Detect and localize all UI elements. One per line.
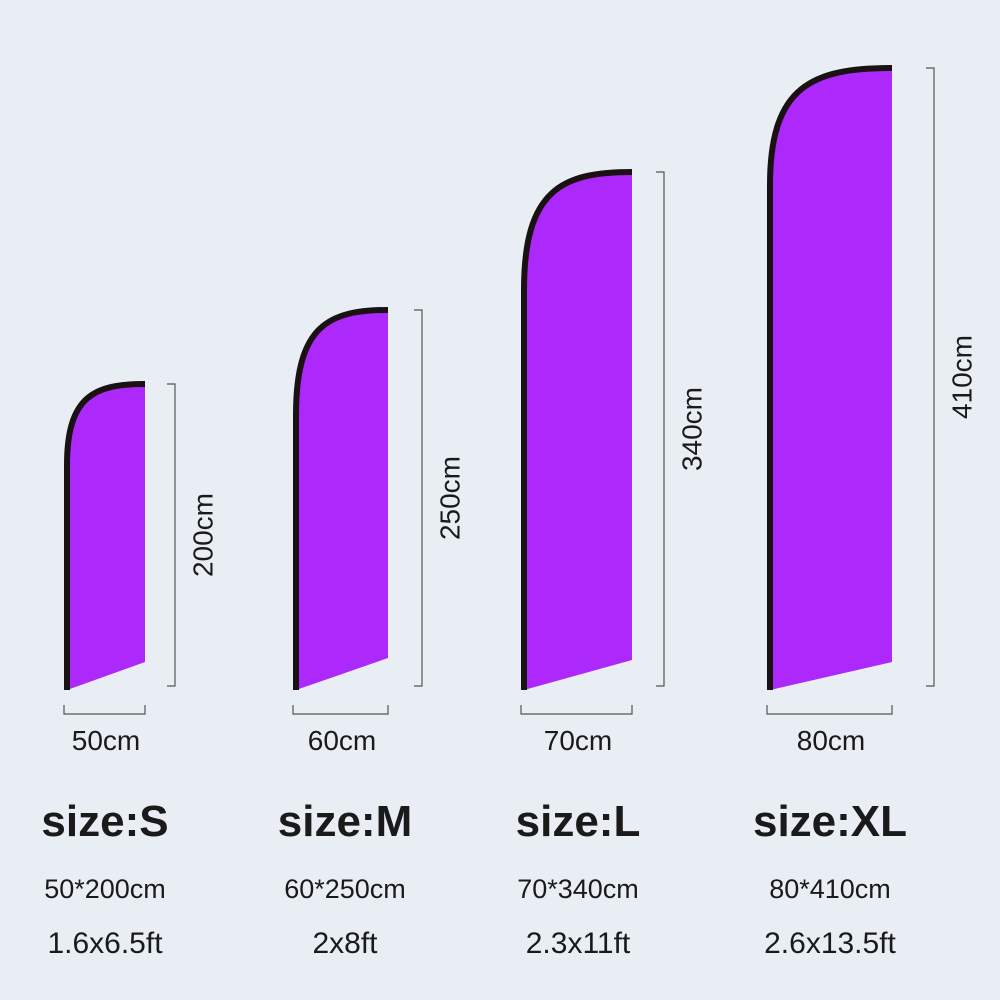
size-label: size:M [278, 797, 412, 846]
height-label: 250cm [434, 456, 465, 540]
width-label: 50cm [72, 725, 140, 756]
height-dimension [414, 309, 423, 687]
width-label: 60cm [308, 725, 376, 756]
width-label: 70cm [544, 725, 612, 756]
flag-pole [521, 169, 633, 690]
flag-pole [293, 307, 389, 690]
flag-fabric [770, 68, 892, 690]
width-dimension [766, 705, 893, 715]
flag-pole [64, 381, 146, 690]
height-label: 410cm [946, 335, 977, 419]
height-label: 340cm [676, 387, 707, 471]
height-dimension [167, 383, 176, 687]
size-label: size:L [516, 797, 641, 846]
width-dimension [63, 705, 146, 715]
width-dimension [292, 705, 389, 715]
width-label: 80cm [797, 725, 865, 756]
ft-size: 2x8ft [312, 927, 378, 960]
width-dimension [520, 705, 633, 715]
size-label: size:S [41, 797, 168, 846]
ft-size: 2.3x11ft [526, 927, 631, 960]
cm-size: 80*410cm [769, 874, 891, 904]
height-label: 200cm [187, 493, 218, 577]
ft-size: 2.6x13.5ft [764, 927, 896, 960]
flag-pole [767, 65, 893, 690]
size-label: size:XL [753, 797, 907, 846]
flag-fabric [67, 384, 145, 690]
flag-fabric [296, 310, 388, 690]
cm-size: 50*200cm [44, 874, 166, 904]
height-dimension [656, 171, 665, 687]
cm-size: 70*340cm [517, 874, 639, 904]
flag-fabric [524, 172, 632, 690]
cm-size: 60*250cm [284, 874, 406, 904]
height-dimension [926, 67, 935, 687]
ft-size: 1.6x6.5ft [47, 927, 163, 960]
